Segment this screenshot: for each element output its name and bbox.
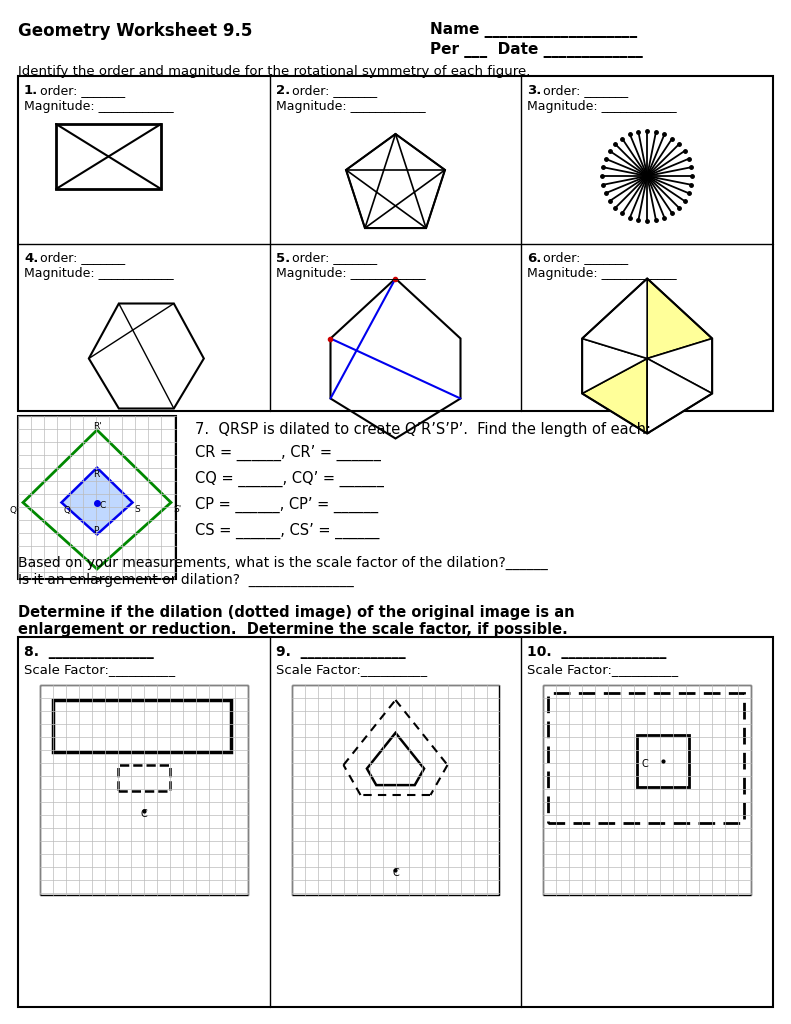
Text: CP = ______, CP’ = ______: CP = ______, CP’ = ______	[195, 497, 378, 513]
Polygon shape	[62, 468, 133, 535]
Polygon shape	[582, 358, 647, 433]
Text: Magnitude: ____________: Magnitude: ____________	[24, 267, 174, 281]
Text: order: _______: order: _______	[539, 84, 629, 97]
Text: Magnitude: ____________: Magnitude: ____________	[276, 100, 426, 113]
Polygon shape	[647, 279, 712, 358]
Text: 8.  _______________: 8. _______________	[24, 645, 153, 659]
Text: Scale Factor:__________: Scale Factor:__________	[276, 663, 427, 676]
Bar	[56, 124, 161, 189]
Bar	[292, 685, 499, 895]
Text: Magnitude: ____________: Magnitude: ____________	[24, 100, 174, 113]
Bar	[548, 693, 744, 823]
Text: 3.: 3.	[528, 84, 542, 97]
Text: order: _______: order: _______	[288, 252, 377, 264]
Text: Q': Q'	[9, 506, 18, 514]
Text: Per ___  Date _____________: Per ___ Date _____________	[430, 42, 643, 58]
Text: P: P	[93, 526, 98, 536]
Text: Q: Q	[63, 506, 70, 514]
Text: order: _______: order: _______	[539, 252, 629, 264]
Text: Magnitude: ____________: Magnitude: ____________	[528, 267, 677, 281]
Text: S: S	[134, 506, 140, 514]
Bar	[543, 685, 751, 895]
Text: 1.: 1.	[24, 84, 38, 97]
Text: CS = ______, CS’ = ______: CS = ______, CS’ = ______	[195, 523, 380, 540]
Text: Name ____________________: Name ____________________	[430, 22, 637, 38]
Text: enlargement or reduction.  Determine the scale factor, if possible.: enlargement or reduction. Determine the …	[18, 622, 568, 637]
Polygon shape	[582, 279, 647, 358]
Text: 2.: 2.	[276, 84, 290, 97]
Text: S': S'	[173, 506, 181, 514]
Text: R: R	[93, 470, 99, 478]
Text: Identify the order and magnitude for the rotational symmetry of each figure.: Identify the order and magnitude for the…	[18, 65, 531, 78]
Text: C: C	[99, 502, 105, 511]
Text: 10.  _______________: 10. _______________	[528, 645, 667, 659]
Polygon shape	[647, 358, 712, 433]
Text: C: C	[141, 809, 148, 819]
Text: Determine if the dilation (dotted image) of the original image is an: Determine if the dilation (dotted image)…	[18, 605, 574, 620]
Text: Magnitude: ____________: Magnitude: ____________	[528, 100, 677, 113]
Text: 9.  _______________: 9. _______________	[276, 645, 405, 659]
Text: C: C	[392, 868, 399, 878]
Text: Scale Factor:__________: Scale Factor:__________	[24, 663, 175, 676]
Bar	[18, 637, 773, 1007]
Polygon shape	[647, 339, 712, 393]
Bar	[118, 765, 170, 791]
Text: Scale Factor:__________: Scale Factor:__________	[528, 663, 679, 676]
Text: Based on your measurements, what is the scale factor of the dilation?______: Based on your measurements, what is the …	[18, 556, 547, 570]
Text: order: _______: order: _______	[288, 84, 377, 97]
Text: R': R'	[93, 422, 102, 431]
Bar	[53, 700, 231, 752]
Bar	[638, 735, 689, 787]
Bar	[18, 76, 773, 411]
Bar	[18, 416, 176, 579]
Text: P': P'	[94, 577, 102, 586]
Text: 6.: 6.	[528, 252, 542, 264]
Text: 7.  QRSP is dilated to create Q’R’S’P’.  Find the length of each:: 7. QRSP is dilated to create Q’R’S’P’. F…	[195, 422, 651, 437]
Text: CR = ______, CR’ = ______: CR = ______, CR’ = ______	[195, 445, 381, 461]
Text: CQ = ______, CQ’ = ______: CQ = ______, CQ’ = ______	[195, 471, 384, 487]
Text: C: C	[642, 759, 648, 769]
Text: Magnitude: ____________: Magnitude: ____________	[276, 267, 426, 281]
Polygon shape	[582, 339, 647, 393]
Bar	[40, 685, 248, 895]
Text: order: _______: order: _______	[36, 84, 125, 97]
Text: 4.: 4.	[24, 252, 39, 264]
Text: 5.: 5.	[276, 252, 290, 264]
Text: Is it an enlargement or dilation?  _______________: Is it an enlargement or dilation? ______…	[18, 573, 354, 587]
Text: order: _______: order: _______	[36, 252, 125, 264]
Text: Geometry Worksheet 9.5: Geometry Worksheet 9.5	[18, 22, 252, 40]
